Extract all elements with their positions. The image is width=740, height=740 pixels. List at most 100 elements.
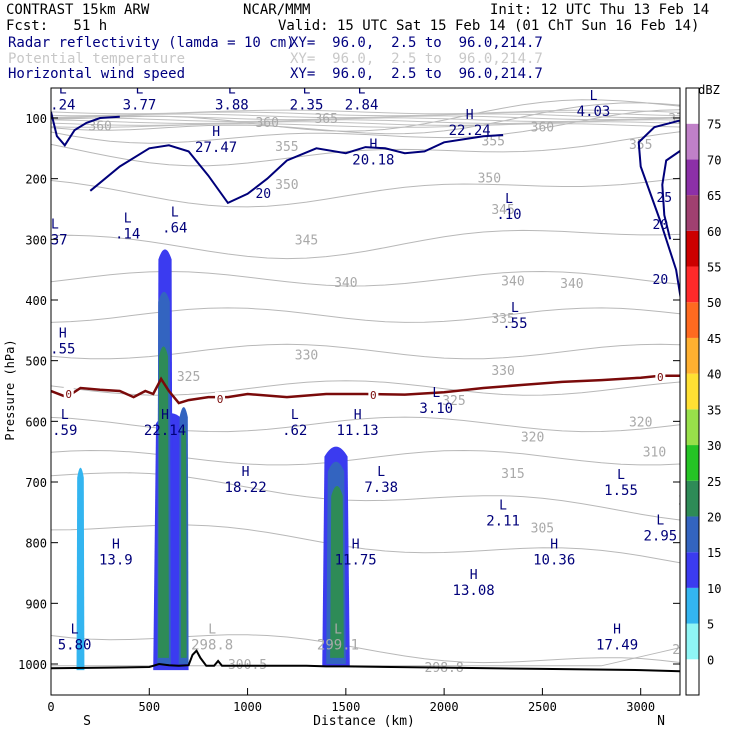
forecast-hour: Fcst: 51 h [6,18,108,34]
hl-value: 7.38 [364,480,398,496]
north-end-label: N [657,714,665,729]
hl-marker-H: H [352,538,360,553]
hl-value: 27.47 [195,140,237,156]
colorbar-level-label: 5 [707,618,714,632]
colorbar-swatch [686,409,699,446]
colorbar-unit: dBZ [698,83,720,97]
hl-value: .10 [496,207,521,223]
x-tick-label: 3000 [626,700,655,714]
theta-contour-325 [51,380,680,396]
theta-contour-345 [51,229,680,260]
hl-marker-L: L [511,301,519,316]
hl-value: .37 [42,232,67,248]
init-time: Init: 12 UTC Thu 13 Feb 14 [490,2,710,18]
theta-contour-320 [51,416,680,433]
y-tick-label: 300 [25,233,47,247]
hl-value: 2.84 [345,98,379,114]
theta-label: 345 [295,233,318,248]
hl-value: 298.8 [191,638,233,654]
colorbar-swatch [686,516,699,553]
hl-value: 17.49 [596,638,638,654]
hl-value: 3.10 [419,401,453,417]
theta-contour-330 [51,343,680,360]
reflectivity-cell-20dbz [180,425,187,658]
hl-value: 1.55 [604,483,638,499]
hl-value: .62 [282,423,307,439]
freezing-label-bg [63,387,74,400]
theta-label: 355 [482,134,505,149]
org-label: NCAR/MMM [243,2,311,18]
colorbar-level-label: 35 [707,403,721,417]
hl-marker-L: L [59,83,67,98]
x-axis-label: Distance (km) [313,714,415,729]
y-tick-label: 400 [25,294,47,308]
theta-contour-335 [51,307,680,323]
theta-label: 345 [491,203,514,218]
theta-label: 310 [643,446,666,461]
theta-contour-upper [51,123,680,128]
theta-label: 325 [442,394,465,409]
reflectivity-cells [76,249,350,671]
colorbar-swatch [686,230,699,267]
field-theta-xy: XY= 96.0, 2.5 to 96.0,214.7 [290,51,543,67]
y-tick-label: 700 [25,476,47,490]
hl-marker-H: H [466,108,474,123]
x-tick-label: 500 [138,700,160,714]
hl-value: .14 [115,226,140,242]
colorbar-swatch [686,587,699,624]
hl-marker-L: L [656,513,664,528]
hl-value: 11.75 [335,553,377,569]
x-tick-label: 0 [47,700,54,714]
colorbar-level-label: 75 [707,118,721,132]
theta-label: 335 [491,312,514,327]
colorbar-level-label: 15 [707,546,721,560]
theta-label: 325 [177,370,200,385]
theta-label: 355 [629,138,652,153]
hl-value: 299.1 [317,638,359,654]
y-tick-label: 1000 [18,658,47,672]
field-reflectivity-xy: XY= 96.0, 2.5 to 96.0,214.7 [290,35,543,51]
hl-value: 3.88 [215,98,249,114]
theta-label: 330 [295,349,318,364]
hl-marker-H: H [212,125,220,140]
colorbar-level-label: 25 [707,475,721,489]
hl-marker-L: L [61,408,69,423]
hl-value: .59 [52,423,77,439]
hl-marker-L: L [590,89,598,104]
freezing-label: 0 [217,393,224,406]
freezing-label: 0 [370,389,377,402]
freezing-label-bg [368,388,379,401]
reflectivity-cell-20dbz [158,346,169,658]
hl-value: 4.03 [577,104,611,120]
wind-contour-25 [661,149,680,240]
hl-marker-L: L [505,192,513,207]
y-tick-label: 600 [25,415,47,429]
theta-label: 360 [255,116,278,131]
theta-contour-355 [51,131,680,167]
colorbar-level-label: 70 [707,153,721,167]
hl-marker-L: L [617,468,625,483]
hl-marker-L: L [124,211,132,226]
hl-value: 5.80 [58,638,92,654]
wind-contours: 20 20 20 25 [51,111,680,301]
colorbar-level-label: 50 [707,296,721,310]
colorbar-level-label: 30 [707,439,721,453]
hl-value: .24 [50,98,75,114]
hl-value: 13.9 [99,553,133,569]
colorbar-swatch [686,337,699,374]
theta-contour-upper [51,121,680,126]
y-tick-label: 200 [25,173,47,187]
theta-label: 365 [314,112,337,127]
hl-marker-H: H [369,137,377,152]
hl-marker-H: H [242,465,250,480]
theta-label: 320 [629,415,652,430]
theta-label: 305 [531,522,554,537]
colorbar-level-label: 20 [707,510,721,524]
colorbar-level-label: 40 [707,368,721,382]
x-tick-label: 2000 [430,700,459,714]
hl-marker-L: L [71,623,79,638]
hl-value: 11.13 [337,423,379,439]
colorbar-swatch [686,266,699,303]
terrain-line [51,649,680,673]
